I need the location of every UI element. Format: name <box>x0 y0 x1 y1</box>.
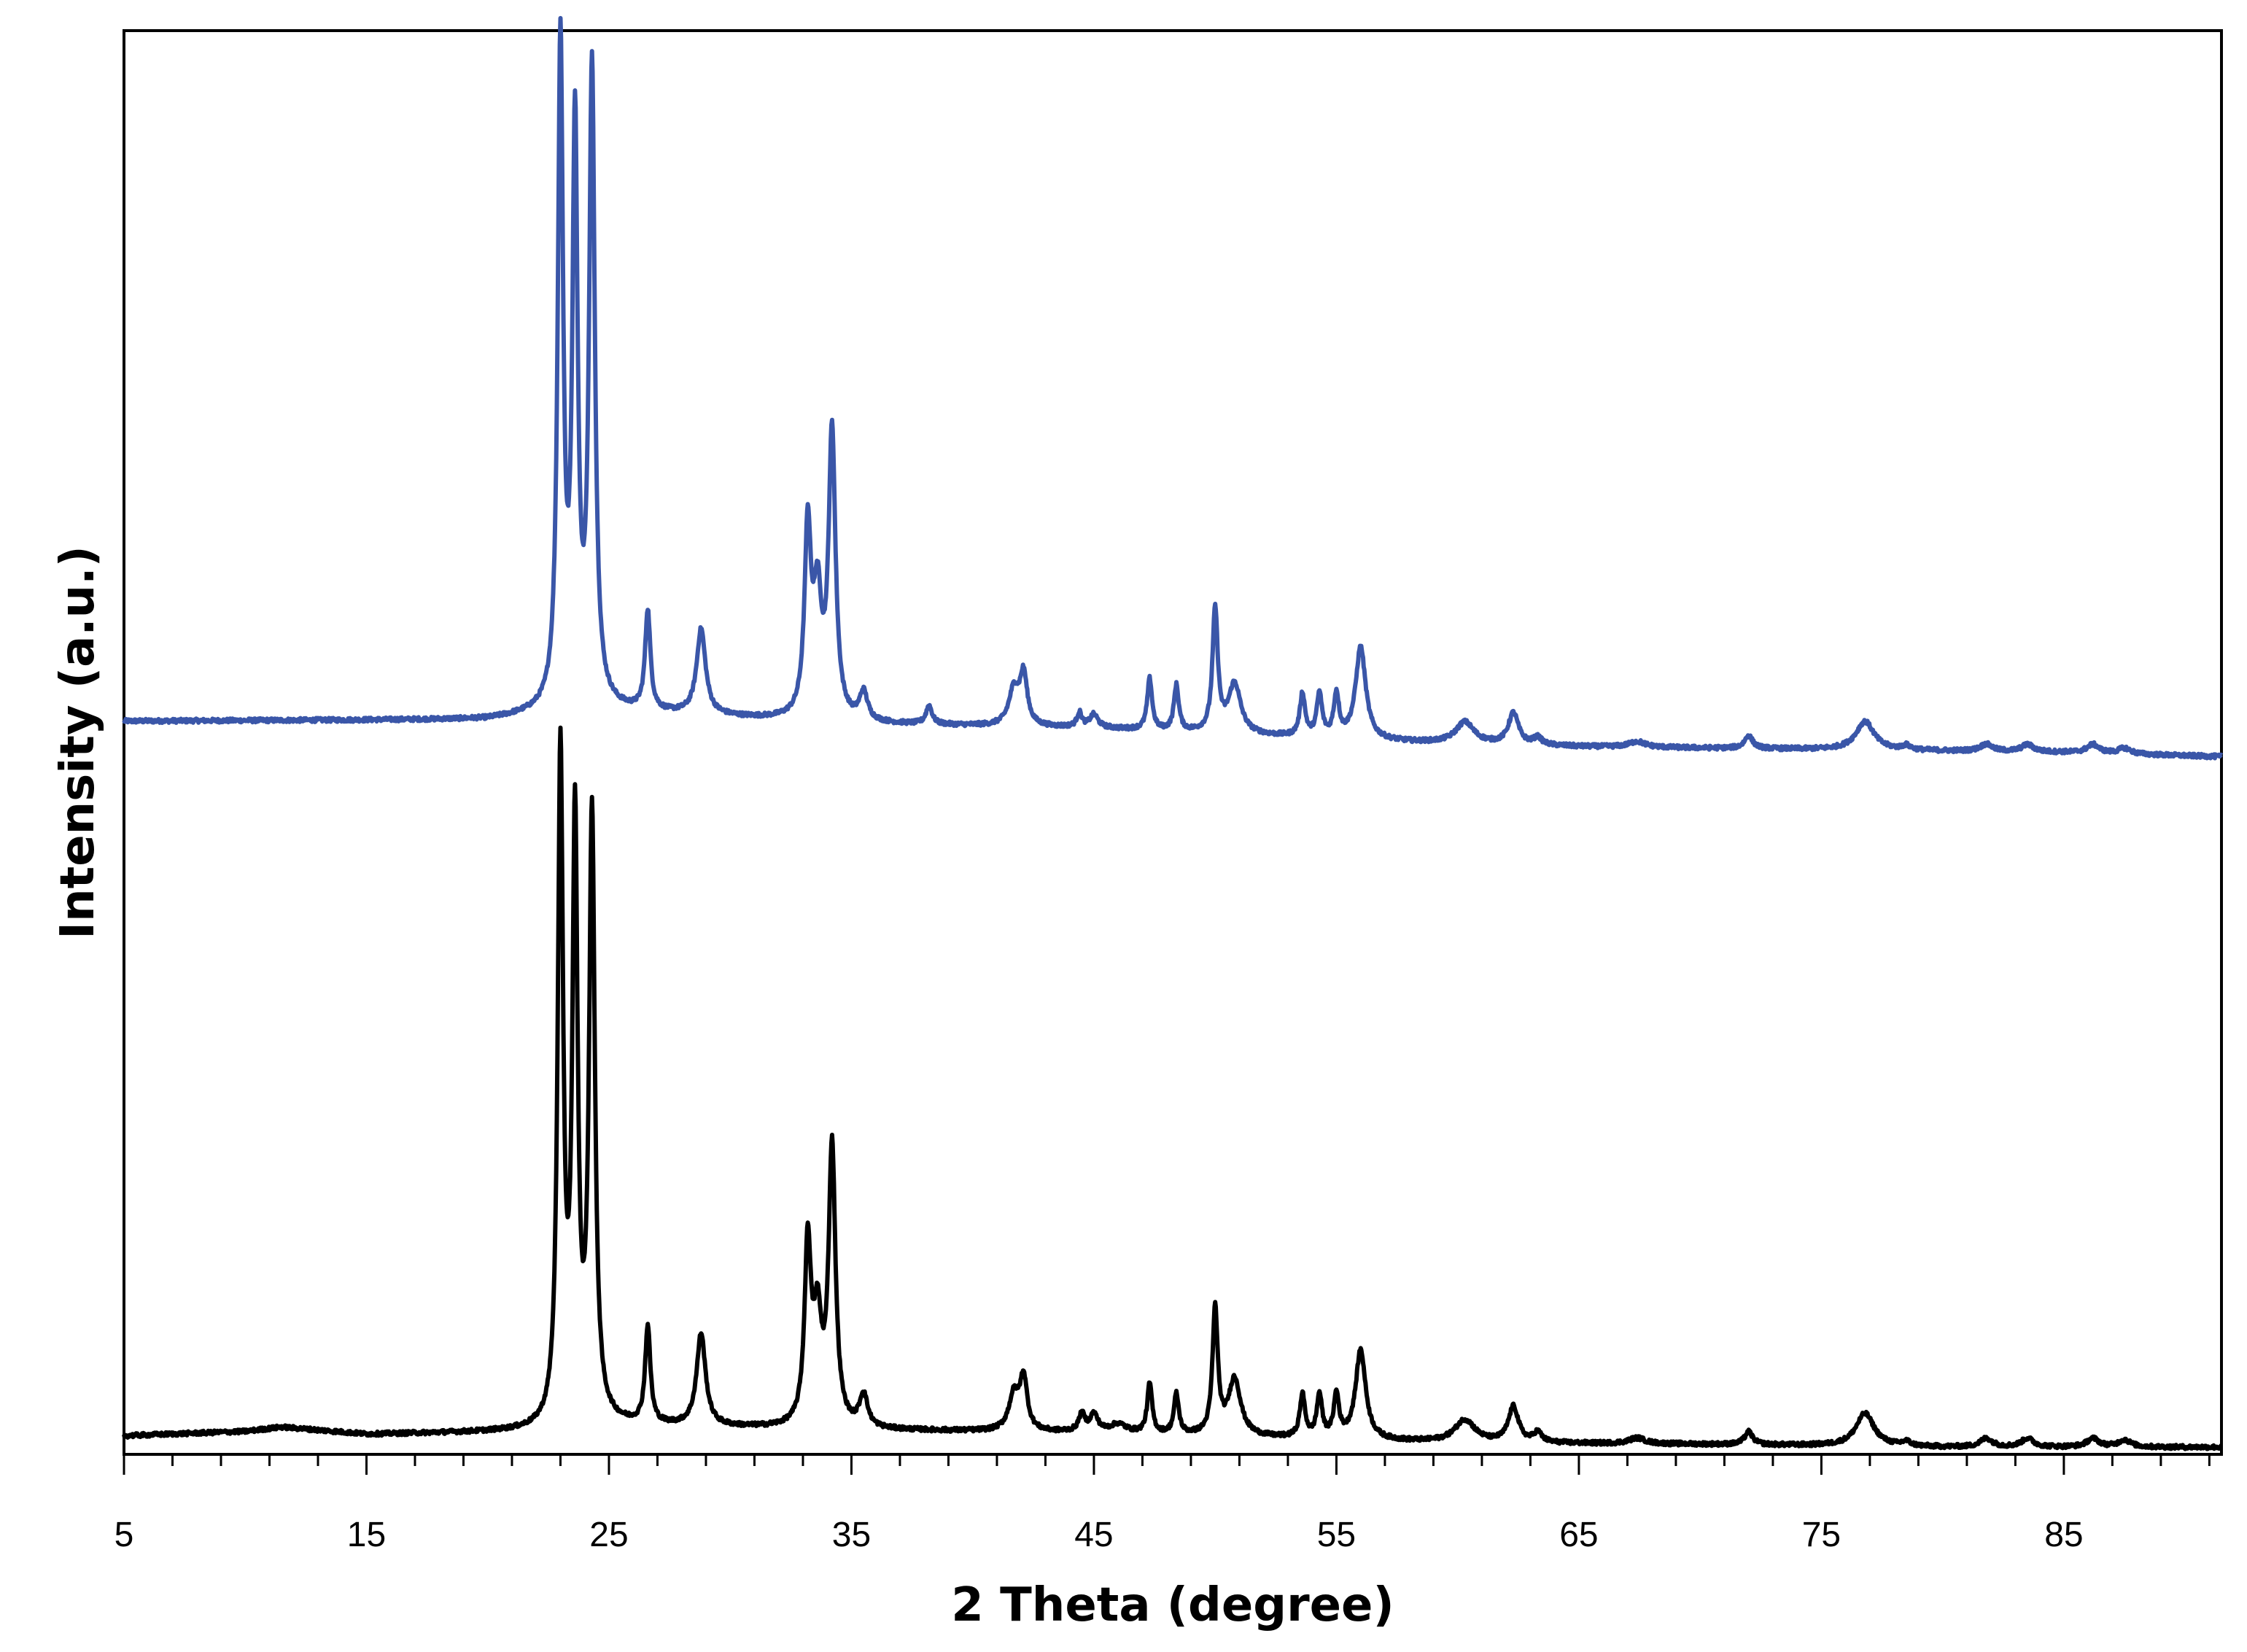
x-tick-label: 25 <box>589 1516 628 1554</box>
x-tick-label: 85 <box>2044 1516 2083 1554</box>
x-tick-label: 65 <box>1559 1516 1598 1554</box>
x-tick-label: 35 <box>832 1516 871 1554</box>
series-1-line <box>122 15 2224 761</box>
series-layer <box>122 15 2224 1451</box>
x-axis-title: 2 Theta (degree) <box>951 1578 1394 1632</box>
series-2-line <box>122 725 2224 1451</box>
y-axis-title: Intensity (a.u.) <box>51 546 105 939</box>
x-axis-tick-labels: 5 15 25 35 45 55 65 75 85 <box>115 1516 2084 1554</box>
x-tick-label: 75 <box>1802 1516 1841 1554</box>
x-tick-label: 5 <box>115 1516 134 1554</box>
plot-area-frame <box>123 29 2223 1456</box>
x-tick-label: 15 <box>347 1516 386 1554</box>
x-tick-label: 45 <box>1074 1516 1113 1554</box>
x-axis-ticks <box>123 1454 2211 1475</box>
x-tick-label: 55 <box>1317 1516 1356 1554</box>
